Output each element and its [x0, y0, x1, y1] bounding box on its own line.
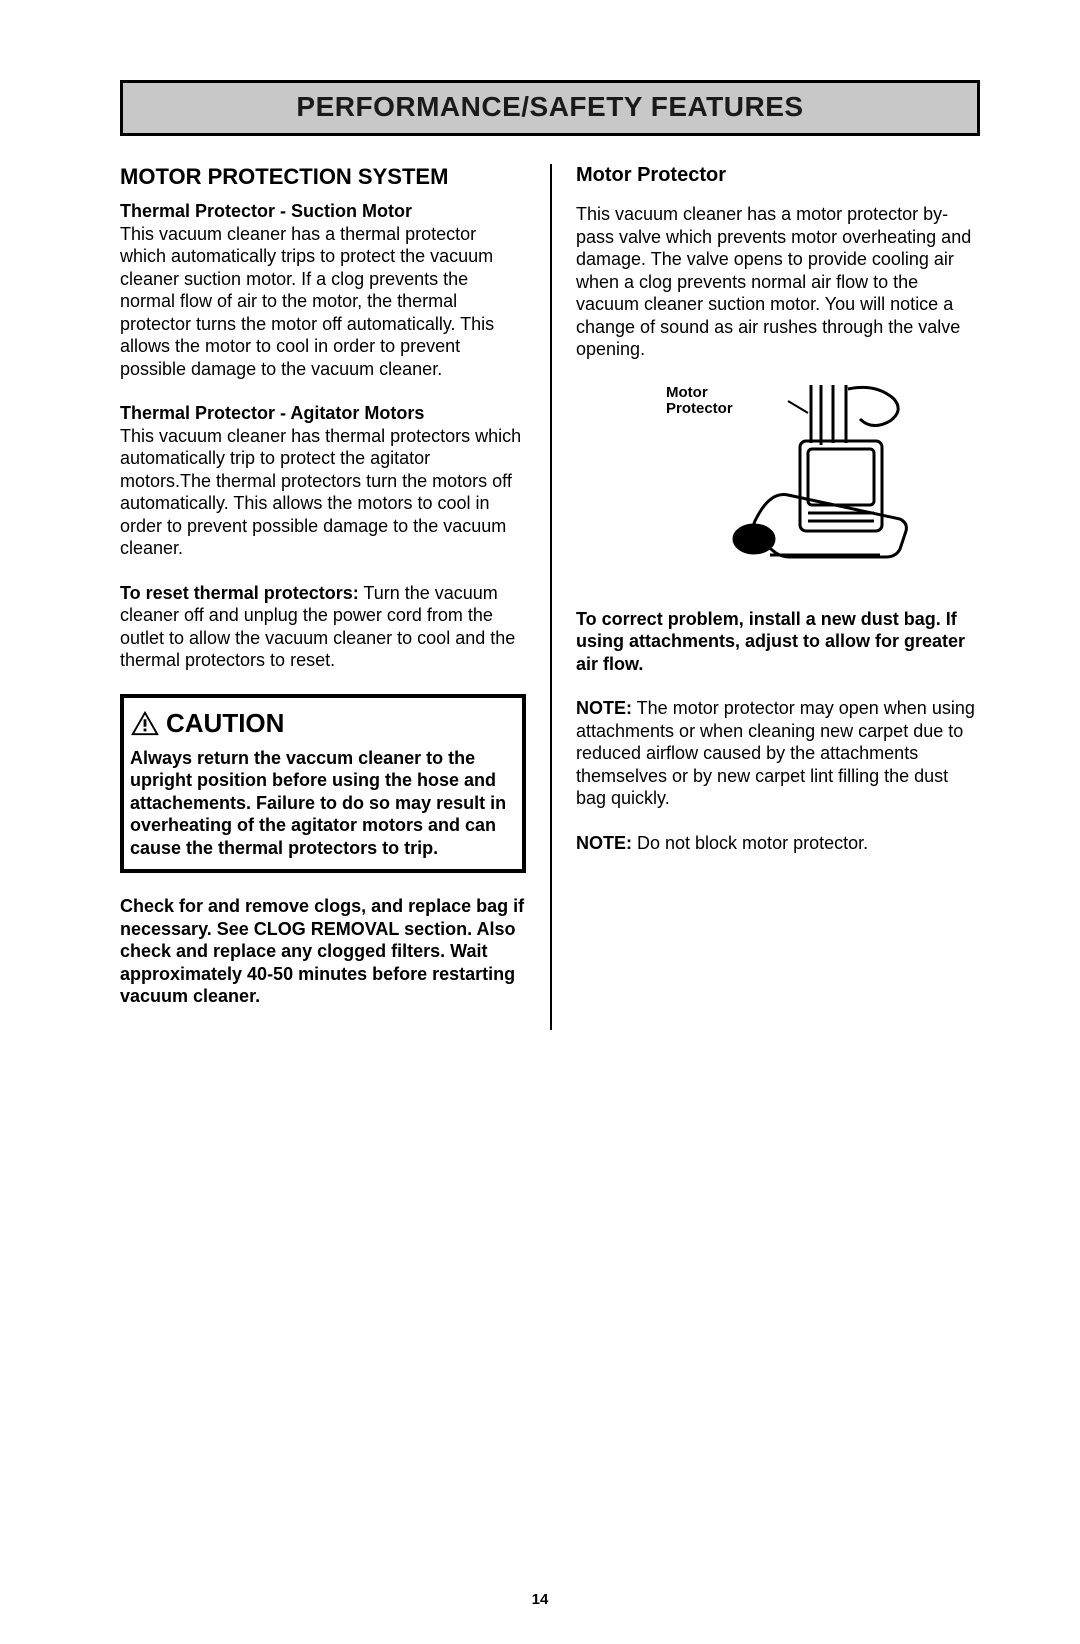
- caution-title: CAUTION: [166, 708, 284, 739]
- paragraph-check-clogs: Check for and remove clogs, and replace …: [120, 895, 526, 1008]
- body-thermal-agitator: This vacuum cleaner has thermal protecto…: [120, 426, 521, 559]
- paragraph-thermal-agitator: Thermal Protector - Agitator Motors This…: [120, 402, 526, 560]
- lead-thermal-suction: Thermal Protector - Suction Motor: [120, 201, 412, 221]
- body-thermal-suction: This vacuum cleaner has a thermal protec…: [120, 224, 494, 379]
- paragraph-correct-problem: To correct problem, install a new dust b…: [576, 608, 980, 676]
- caution-header: CAUTION: [130, 708, 516, 739]
- left-column: MOTOR PROTECTION SYSTEM Thermal Protecto…: [120, 164, 550, 1030]
- content-columns: MOTOR PROTECTION SYSTEM Thermal Protecto…: [120, 164, 980, 1030]
- paragraph-bypass-valve: This vacuum cleaner has a motor protecto…: [576, 203, 980, 361]
- page-number: 14: [0, 1591, 1080, 1608]
- paragraph-note-block: NOTE: Do not block motor protector.: [576, 832, 980, 855]
- caution-body: Always return the vaccum cleaner to the …: [130, 747, 516, 860]
- lead-thermal-agitator: Thermal Protector - Agitator Motors: [120, 403, 424, 423]
- diagram-label-line2: Protector: [666, 400, 733, 417]
- diagram-label-line1: Motor: [666, 384, 708, 401]
- diagram-label: Motor Protector: [666, 385, 733, 418]
- note2-body: Do not block motor protector.: [632, 833, 868, 853]
- section-banner: PERFORMANCE/SAFETY FEATURES: [120, 80, 980, 136]
- paragraph-thermal-suction: Thermal Protector - Suction Motor This v…: [120, 200, 526, 380]
- motor-protector-diagram: Motor Protector: [576, 383, 980, 578]
- caution-box: CAUTION Always return the vaccum cleaner…: [120, 694, 526, 874]
- banner-title: PERFORMANCE/SAFETY FEATURES: [123, 91, 977, 123]
- lead-reset: To reset thermal protectors:: [120, 583, 359, 603]
- right-column: Motor Protector This vacuum cleaner has …: [550, 164, 980, 1030]
- heading-motor-protection: MOTOR PROTECTION SYSTEM: [120, 164, 526, 190]
- heading-motor-protector: Motor Protector: [576, 164, 980, 187]
- paragraph-note-airflow: NOTE: The motor protector may open when …: [576, 697, 980, 810]
- note1-lead: NOTE:: [576, 698, 632, 718]
- note2-lead: NOTE:: [576, 833, 632, 853]
- paragraph-reset: To reset thermal protectors: Turn the va…: [120, 582, 526, 672]
- note1-body: The motor protector may open when using …: [576, 698, 975, 808]
- warning-triangle-icon: [130, 710, 160, 736]
